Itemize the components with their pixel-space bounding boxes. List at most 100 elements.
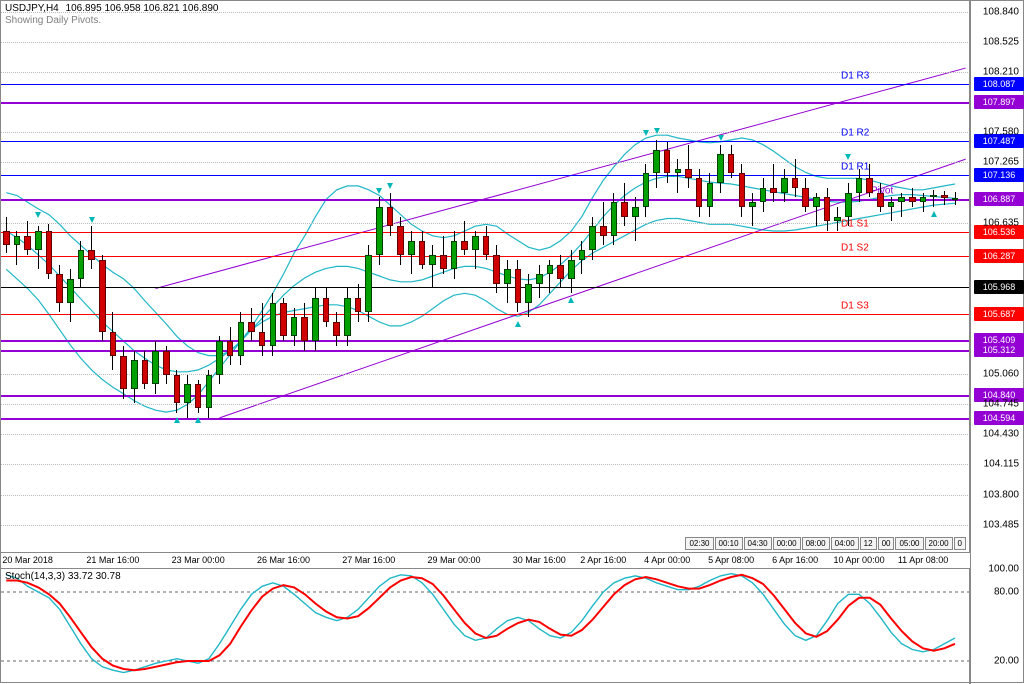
y-tick: 108.525 xyxy=(983,36,1019,47)
candle xyxy=(866,178,873,192)
level-label: D1 R3 xyxy=(841,70,869,81)
candle xyxy=(429,255,436,265)
y-tick: 105.060 xyxy=(983,368,1019,379)
x-tick: 6 Apr 16:00 xyxy=(772,555,818,565)
y-tick: 108.840 xyxy=(983,6,1019,17)
candle xyxy=(930,195,937,198)
y-tick: 106.635 xyxy=(983,217,1019,228)
candle xyxy=(355,298,362,312)
candle xyxy=(376,207,383,255)
level-label: D1 R1 xyxy=(841,161,869,172)
x-tick: 30 Mar 16:00 xyxy=(513,555,566,565)
level-line xyxy=(1,141,970,142)
candle xyxy=(834,217,841,222)
candle xyxy=(813,197,820,207)
candle xyxy=(739,173,746,207)
candle xyxy=(78,250,85,279)
candle xyxy=(920,197,927,202)
stochastic-y-axis: 20.0080.00100.00 xyxy=(969,569,1023,684)
candle xyxy=(888,202,895,207)
candle xyxy=(131,360,138,389)
level-line xyxy=(1,175,970,176)
candle xyxy=(206,375,213,409)
candle xyxy=(291,317,298,336)
time-badge: 04:30 xyxy=(744,537,772,550)
candle xyxy=(568,260,575,279)
candle xyxy=(525,284,532,303)
candle xyxy=(589,226,596,250)
candle xyxy=(621,202,628,216)
time-badge: 05:00 xyxy=(895,537,923,550)
x-tick: 20 Mar 2018 xyxy=(2,555,53,565)
candle xyxy=(461,241,468,251)
level-label: D1 S2 xyxy=(841,243,869,254)
candle xyxy=(24,236,31,250)
price-panel[interactable]: USDJPY,H4 106.895 106.958 106.821 106.89… xyxy=(1,1,971,552)
time-badge: 20:00 xyxy=(925,537,953,550)
candle xyxy=(664,150,671,174)
candle xyxy=(952,198,959,200)
candle xyxy=(323,298,330,322)
candle xyxy=(717,154,724,183)
stochastic-title: Stoch(14,3,3) 33.72 30.78 xyxy=(5,571,121,582)
candle xyxy=(632,207,639,217)
time-badge: 00:00 xyxy=(773,537,801,550)
y-tick: 104.430 xyxy=(983,429,1019,440)
candle xyxy=(88,250,95,260)
fractal-arrow xyxy=(643,130,649,136)
chart-subtitle: Showing Daily Pivots. xyxy=(5,15,101,26)
candle xyxy=(909,197,916,202)
candle xyxy=(536,274,543,284)
candle xyxy=(46,231,53,274)
level-line xyxy=(1,287,970,288)
candle xyxy=(547,265,554,275)
y-tick: 107.265 xyxy=(983,157,1019,168)
chart-container: USDJPY,H4 106.895 106.958 106.821 106.89… xyxy=(0,0,1024,683)
y-tick: 103.485 xyxy=(983,519,1019,530)
candle xyxy=(728,154,735,173)
time-badge: 12 xyxy=(860,537,877,550)
x-tick: 11 Apr 08:00 xyxy=(898,555,948,565)
candle xyxy=(419,241,426,265)
candle xyxy=(675,169,682,174)
candle xyxy=(579,250,586,260)
y-tick: 103.800 xyxy=(983,489,1019,500)
level-line xyxy=(1,340,970,342)
candle xyxy=(387,207,394,226)
candle xyxy=(504,269,511,283)
candle xyxy=(35,231,42,250)
candle xyxy=(365,255,372,312)
stochastic-panel[interactable]: Stoch(14,3,3) 33.72 30.78 xyxy=(1,569,971,684)
fractal-arrow xyxy=(931,211,937,217)
candle xyxy=(344,298,351,336)
level-line xyxy=(1,102,970,104)
x-tick: 5 Apr 08:00 xyxy=(708,555,754,565)
candle xyxy=(493,255,500,284)
candle xyxy=(67,279,74,303)
fractal-arrow xyxy=(195,417,201,423)
level-label: D1 S3 xyxy=(841,300,869,311)
candle xyxy=(802,188,809,207)
time-badge: 0 xyxy=(954,537,966,550)
candle xyxy=(856,178,863,192)
x-tick: 21 Mar 16:00 xyxy=(86,555,139,565)
fractal-arrow xyxy=(387,183,393,189)
candle xyxy=(227,341,234,355)
fractal-arrow xyxy=(845,154,851,160)
fractal-arrow xyxy=(35,212,41,218)
y-tick: 104.745 xyxy=(983,398,1019,409)
candle xyxy=(333,322,340,336)
x-tick: 4 Apr 00:00 xyxy=(644,555,690,565)
candle xyxy=(142,360,149,384)
candle xyxy=(611,202,618,236)
level-line xyxy=(1,350,970,352)
time-badge: 02:30 xyxy=(685,537,713,550)
chart-title: USDJPY,H4 106.895 106.958 106.821 106.89… xyxy=(5,3,218,14)
symbol-timeframe: USDJPY,H4 xyxy=(5,3,59,14)
x-tick: 2 Apr 16:00 xyxy=(580,555,626,565)
candle xyxy=(174,375,181,404)
fractal-arrow xyxy=(89,217,95,223)
y-tick: 107.580 xyxy=(983,127,1019,138)
candle xyxy=(408,241,415,255)
candle xyxy=(643,173,650,207)
